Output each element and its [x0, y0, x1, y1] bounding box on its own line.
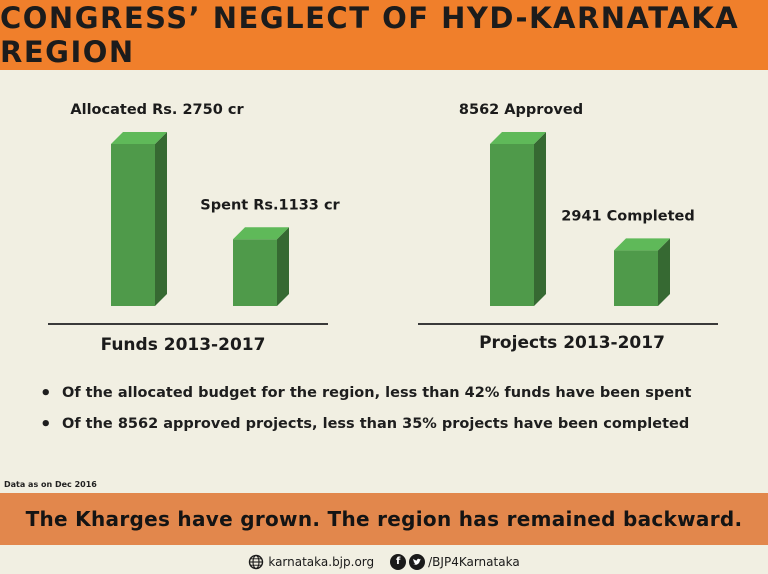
- banner-text: The Kharges have grown. The region has r…: [25, 507, 743, 531]
- funds-axis-label: Funds 2013-2017: [101, 335, 266, 355]
- projects-axis-label: Projects 2013-2017: [479, 333, 665, 353]
- funds-data-label-allocated: Allocated Rs. 2750 cr: [70, 102, 244, 118]
- bullet-projects: Of the 8562 approved projects, less than…: [40, 414, 740, 435]
- projects-bar-completed: [614, 238, 670, 306]
- projects-data-label-approved: 8562 Approved: [459, 102, 583, 118]
- bullet-list: Of the allocated budget for the region, …: [40, 383, 740, 447]
- projects-chart: Projects 2013-2017 8562 Approved 2941 Com…: [418, 102, 718, 353]
- header-bar: CONGRESS’ NEGLECT OF HYD-KARNATAKA REGIO…: [0, 0, 768, 70]
- funds-bar-allocated: [111, 132, 167, 306]
- footer: karnataka.bjp.org f /BJP4Karnataka: [0, 549, 768, 574]
- projects-bar-approved: [490, 132, 546, 306]
- bottom-banner: The Kharges have grown. The region has r…: [0, 493, 768, 545]
- website-link[interactable]: karnataka.bjp.org: [268, 554, 375, 569]
- twitter-icon[interactable]: [409, 553, 426, 570]
- funds-chart: Funds 2013-2017 Allocated Rs. 2750 cr Spe…: [48, 102, 341, 355]
- funds-bar-spent: [233, 227, 289, 306]
- page-title: CONGRESS’ NEGLECT OF HYD-KARNATAKA REGIO…: [0, 1, 740, 69]
- charts-area: Funds 2013-2017 Allocated Rs. 2750 cr Spe…: [48, 102, 718, 355]
- data-date-note: Data as on Dec 2016: [4, 480, 97, 489]
- projects-data-label-completed: 2941 Completed: [561, 208, 694, 224]
- social-handle[interactable]: /BJP4Karnataka: [428, 554, 520, 569]
- bullet-funds: Of the allocated budget for the region, …: [40, 383, 740, 404]
- funds-data-label-spent: Spent Rs.1133 cr: [200, 197, 340, 213]
- globe-icon: [248, 554, 264, 570]
- facebook-icon[interactable]: f: [390, 553, 407, 570]
